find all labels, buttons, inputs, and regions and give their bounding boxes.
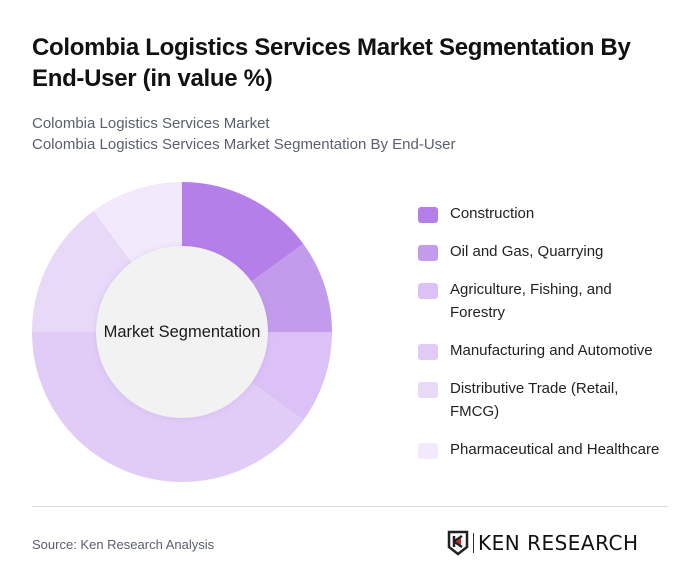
chart-subtitle: Colombia Logistics Services Market Colom…	[32, 113, 456, 155]
legend-label: Agriculture, Fishing, and Forestry	[450, 281, 612, 321]
donut-center	[96, 246, 268, 418]
legend-item-pharmaceutical[interactable]: Pharmaceutical and Healthcare	[418, 438, 688, 461]
legend-label: Construction	[450, 205, 535, 222]
subtitle-line-2: Colombia Logistics Services Market Segme…	[32, 136, 456, 153]
chart-title: Colombia Logistics Services Market Segme…	[32, 34, 631, 92]
legend-swatch	[418, 245, 438, 261]
footer-divider	[32, 506, 668, 507]
legend: Construction Oil and Gas, Quarrying Agri…	[418, 202, 688, 476]
legend-item-construction[interactable]: Construction	[418, 202, 688, 225]
legend-item-manufacturing[interactable]: Manufacturing and Automotive	[418, 339, 688, 362]
ken-research-logo: KEN RESEARCH	[447, 530, 639, 556]
source-text: Source: Ken Research Analysis	[32, 537, 215, 552]
legend-swatch	[418, 382, 438, 398]
legend-label: Manufacturing and Automotive	[450, 342, 653, 359]
subtitle-line-1: Colombia Logistics Services Market	[32, 115, 270, 132]
legend-swatch	[418, 207, 438, 223]
legend-label: Pharmaceutical and Healthcare	[450, 441, 660, 458]
legend-swatch	[418, 344, 438, 360]
legend-item-oil-gas[interactable]: Oil and Gas, Quarrying	[418, 240, 688, 263]
ken-shield-icon	[447, 530, 469, 556]
legend-label: Distributive Trade (Retail, FMCG)	[450, 380, 619, 420]
legend-swatch	[418, 443, 438, 459]
logo-separator	[473, 533, 474, 553]
legend-item-agriculture[interactable]: Agriculture, Fishing, and Forestry	[418, 278, 688, 324]
legend-label: Oil and Gas, Quarrying	[450, 243, 604, 260]
donut-chart	[32, 182, 332, 482]
logo-text: KEN RESEARCH	[478, 531, 639, 555]
legend-item-distributive[interactable]: Distributive Trade (Retail, FMCG)	[418, 377, 688, 423]
legend-swatch	[418, 283, 438, 299]
